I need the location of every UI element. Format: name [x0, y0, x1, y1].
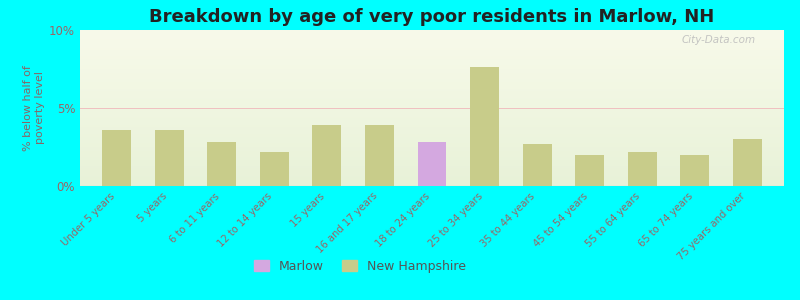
Legend: Marlow, New Hampshire: Marlow, New Hampshire	[249, 255, 471, 278]
Bar	[365, 125, 394, 186]
Bar	[155, 130, 184, 186]
Title: Breakdown by age of very poor residents in Marlow, NH: Breakdown by age of very poor residents …	[150, 8, 714, 26]
Text: City-Data.com: City-Data.com	[682, 35, 756, 45]
Bar	[733, 139, 762, 186]
Bar	[418, 142, 446, 186]
Bar	[313, 125, 342, 186]
Bar	[207, 142, 236, 186]
Bar	[680, 155, 709, 186]
Bar	[470, 68, 499, 186]
Bar	[575, 155, 604, 186]
Bar	[102, 130, 131, 186]
Bar	[260, 152, 289, 186]
Bar	[628, 152, 657, 186]
Y-axis label: % below half of
poverty level: % below half of poverty level	[23, 65, 45, 151]
Bar	[522, 144, 551, 186]
